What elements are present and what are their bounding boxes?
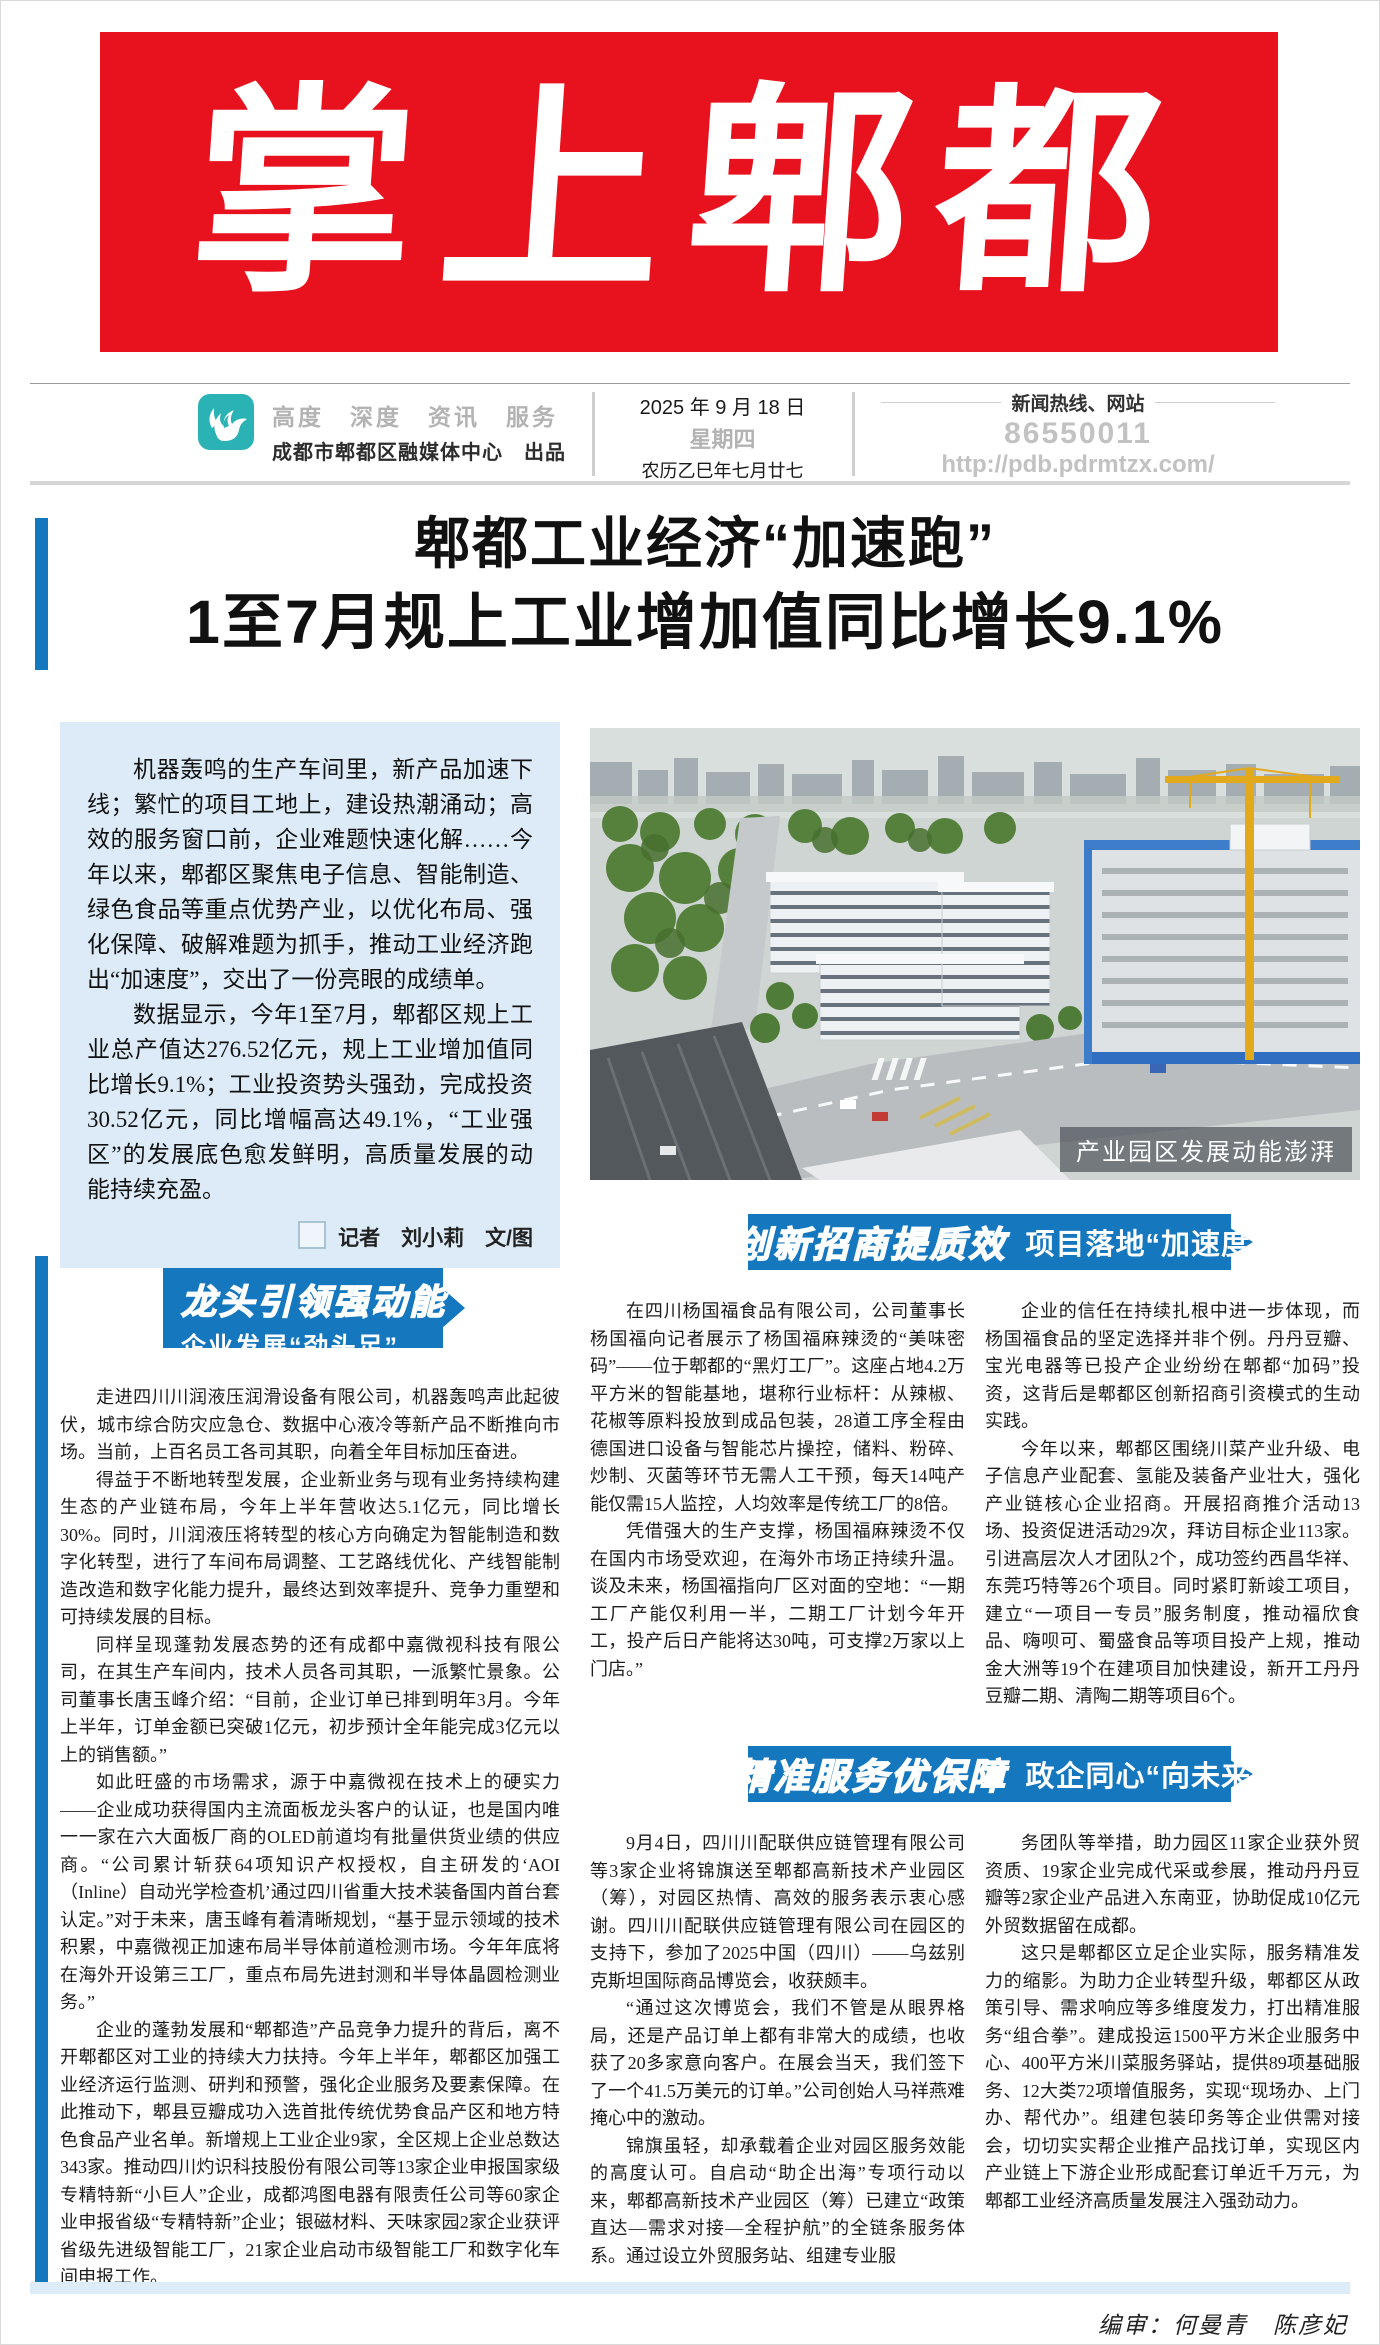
dove-icon (198, 408, 254, 454)
footer-divider-strip (30, 2282, 1350, 2294)
article-paragraph: 这只是郫都区立足企业实际，服务精准发力的缩影。为助力企业转型升级，郫都区从政策引… (985, 1943, 1360, 2211)
section-title: 精准服务优保障 (734, 1756, 1008, 1797)
hotline-label: 新闻热线、网站 (1011, 394, 1145, 415)
photo-illustration (590, 728, 1360, 1180)
article-paragraph: 同样呈现蓬勃发展态势的还有成都中嘉微视科技有限公司，在其生产车间内，技术人员各司… (60, 1634, 560, 1765)
section-title: 创新招商提质效 (734, 1224, 1008, 1265)
section-title: 龙头引领强动能 (181, 1283, 448, 1322)
lead-summary-box: 机器轰鸣的生产车间里，新产品加速下线；繁忙的项目工地上，建设热潮涌动；高效的服务… (60, 722, 560, 1268)
article-paragraph: 务团队等举措，助力园区11家企业获外贸资质、19家企业完成代采或参展，推动丹丹豆… (985, 1833, 1360, 1936)
article-paragraph: 9月4日，四川川配联供应链管理有限公司等3家企业将锦旗送至郫都高新技术产业园区（… (590, 1833, 965, 1991)
byline: 记者 刘小莉 文/图 (87, 1221, 533, 1252)
photo-caption: 产业园区发展动能澎湃 (1060, 1127, 1352, 1172)
main-headline-line1: 郫都工业经济“加速跑” (414, 512, 996, 575)
article-column-leader: 走进四川川润液压润滑设备有限公司，机器轰鸣声此起彼伏，城市综合防灾应急仓、数据中… (60, 1384, 560, 2292)
website-url[interactable]: http://pdb.pdrmtzx.com/ (941, 451, 1215, 478)
section-accent-bar (35, 1256, 48, 2284)
section-header-leader: 龙头引领强动能 企业发展“劲头足” (163, 1268, 465, 1348)
hotline-number: 86550011 (1004, 417, 1152, 450)
main-headline-line2: 1至7月规上工业增加值同比增长9.1% (186, 588, 1224, 656)
hotline-label-row: 新闻热线、网站 (868, 389, 1288, 416)
date-gregorian: 2025 年 9 月 18 日 (639, 397, 806, 419)
hotline-rule-left (881, 402, 1002, 403)
infobar-bottom-rule (30, 481, 1350, 485)
hotline-block: 新闻热线、网站 86550011 http://pdb.pdrmtzx.com/ (868, 389, 1288, 479)
byline-box-icon (298, 1221, 327, 1249)
hotline-rule-right (1154, 402, 1275, 403)
lead-paragraph: 机器轰鸣的生产车间里，新产品加速下线；繁忙的项目工地上，建设热潮涌动；高效的服务… (87, 757, 533, 992)
date-weekday: 星期四 (689, 427, 756, 452)
article-paragraph: 企业的信任在持续扎根中进一步体现，而杨国福食品的坚定选择并非个例。丹丹豆瓣、宝光… (985, 1301, 1360, 1431)
article-paragraph: 在四川杨国福食品有限公司，公司董事长杨国福向记者展示了杨国福麻辣烫的“美味密码”… (590, 1301, 965, 1514)
masthead-taglines: 高度 深度 资讯 服务 (272, 404, 558, 430)
date-block: 2025 年 9 月 18 日 星期四 农历乙巳年七月廿七 (600, 391, 845, 483)
industrial-park-photo: 产业园区发展动能澎湃 (590, 728, 1360, 1180)
section-header-service: 精准服务优保障 政企同心“向未来” (748, 1746, 1253, 1802)
article-column-invest-right: 企业的信任在持续扎根中进一步体现，而杨国福食品的坚定选择并非个例。丹丹豆瓣、宝光… (985, 1298, 1360, 1711)
producer-line: 成都市郫都区融媒体中心 出品 (272, 442, 566, 464)
article-paragraph: 得益于不断地转型发展，企业新业务与现有业务持续构建生态的产业链布局，今年上半年营… (60, 1469, 560, 1628)
masthead-title: 掌上郫都 (184, 73, 1194, 319)
article-column-service-left: 9月4日，四川川配联供应链管理有限公司等3家企业将锦旗送至郫都高新技术产业园区（… (590, 1830, 965, 2270)
infobar-top-rule (30, 383, 1350, 384)
article-paragraph: 如此旺盛的市场需求，源于中嘉微视在技术上的硬实力——企业成功获得国内主流面板龙头… (60, 1772, 560, 2012)
article-column-service-right: 务团队等举措，助力园区11家企业获外贸资质、19家企业完成代采或参展，推动丹丹豆… (985, 1830, 1360, 2215)
date-lunar: 农历乙巳年七月廿七 (641, 461, 804, 481)
article-paragraph: 锦旗虽轻，却承载着企业对园区服务效能的高度认可。自启动“助企出海”专项行动以来，… (590, 2135, 965, 2266)
infobar-divider (852, 392, 855, 476)
article-paragraph: 凭借强大的生产支撑，杨国福麻辣烫不仅在国内市场受欢迎，在海外市场正持续升温。谈及… (590, 1521, 965, 1679)
article-paragraph: “通过这次博览会，我们不管是从眼界格局，还是产品订单上都有非常大的成绩，也收获了… (590, 1998, 965, 2128)
section-subtitle: 政企同心“向未来” (1025, 1761, 1267, 1793)
headline-accent-bar (35, 518, 48, 670)
masthead-banner: 掌上郫都 (100, 32, 1278, 352)
article-column-invest-left: 在四川杨国福食品有限公司，公司董事长杨国福向记者展示了杨国福麻辣烫的“美味密码”… (590, 1298, 965, 1683)
byline-text: 记者 刘小莉 文/图 (338, 1227, 533, 1250)
section-subtitle: 企业发展“劲头足” (181, 1333, 400, 1361)
section-header-invest: 创新招商提质效 项目落地“加速度” (748, 1214, 1253, 1270)
media-center-logo (198, 394, 254, 450)
article-paragraph: 企业的蓬勃发展和“郫都造”产品竞争力提升的背后，离不开郫都区对工业的持续大力扶持… (60, 2019, 560, 2288)
article-paragraph: 走进四川川润液压润滑设备有限公司，机器轰鸣声此起彼伏，城市综合防灾应急仓、数据中… (60, 1387, 560, 1462)
infobar-divider (592, 392, 595, 476)
section-subtitle: 项目落地“加速度” (1025, 1229, 1267, 1261)
article-paragraph: 今年以来，郫都区围绕川菜产业升级、电子信息产业配套、氢能及装备产业壮大，强化产业… (985, 1438, 1360, 1707)
lead-paragraph: 数据显示，今年1至7月，郫都区规上工业总产值达276.52亿元，规上工业增加值同… (87, 1002, 533, 1202)
editors-credit: 编审：何曼青 陈彦妃 (1098, 2313, 1348, 2338)
